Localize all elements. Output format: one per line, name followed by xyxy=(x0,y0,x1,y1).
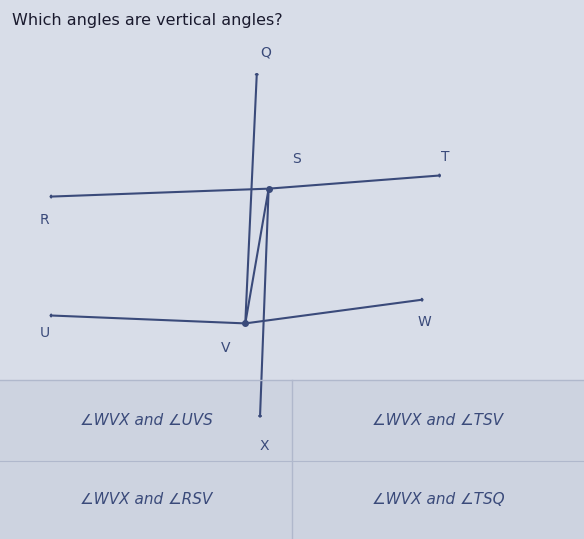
Text: ∠WVX and ∠TSV: ∠WVX and ∠TSV xyxy=(373,413,503,428)
Bar xyxy=(0,380,584,539)
Text: ∠WVX and ∠UVS: ∠WVX and ∠UVS xyxy=(79,413,213,428)
Text: X: X xyxy=(260,439,269,453)
Text: ∠WVX and ∠RSV: ∠WVX and ∠RSV xyxy=(80,493,212,507)
Text: Which angles are vertical angles?: Which angles are vertical angles? xyxy=(12,13,282,29)
Text: S: S xyxy=(292,152,301,166)
Text: R: R xyxy=(40,213,50,227)
Text: T: T xyxy=(441,150,450,164)
Text: ∠WVX and ∠TSQ: ∠WVX and ∠TSQ xyxy=(371,493,505,507)
Text: Q: Q xyxy=(260,45,271,59)
Text: V: V xyxy=(221,341,231,355)
Text: W: W xyxy=(418,315,432,329)
Text: U: U xyxy=(40,326,50,340)
